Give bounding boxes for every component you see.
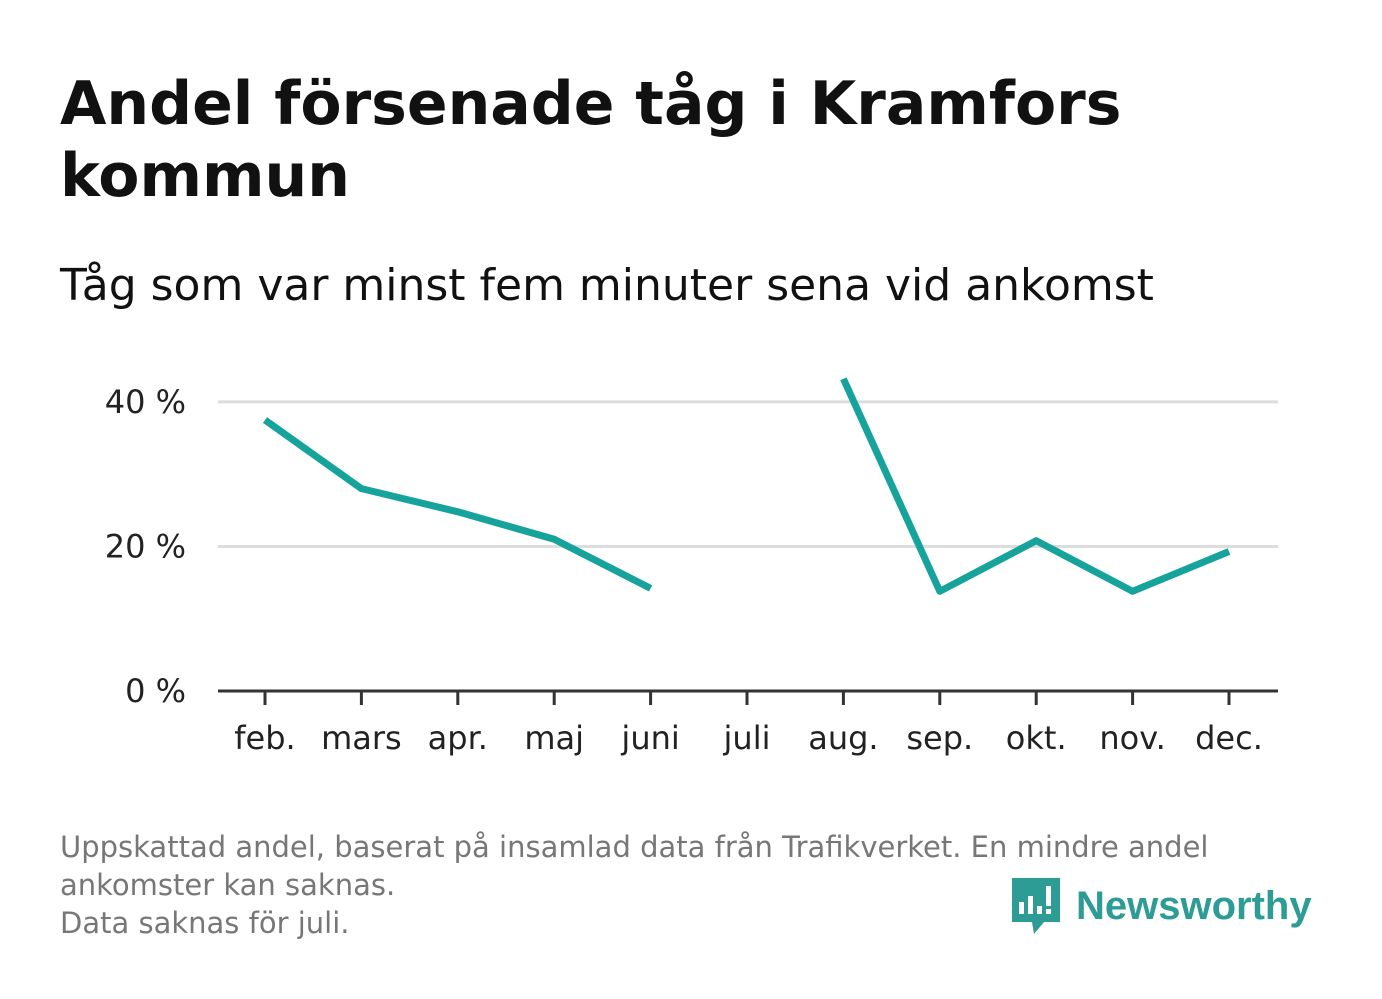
- footnote: Uppskattad andel, baserat på insamlad da…: [60, 828, 1320, 942]
- x-tick-label: juli: [723, 719, 771, 757]
- brand-name: Newsworthy: [1076, 883, 1312, 928]
- chart-subtitle: Tåg som var minst fem minuter sena vid a…: [60, 260, 1154, 311]
- x-tick-label: feb.: [234, 719, 295, 757]
- x-tick-label: maj: [524, 719, 584, 757]
- y-axis-ticks: 0 % 20 % 40 %: [105, 383, 186, 710]
- footnote-line-1: Uppskattad andel, baserat på insamlad da…: [60, 830, 1209, 864]
- x-tick-label: sep.: [906, 719, 973, 757]
- x-tick-label: nov.: [1099, 719, 1165, 757]
- series-line-segment: [840, 377, 1231, 595]
- x-tick-label: apr.: [428, 719, 488, 757]
- footnote-line-3: Data saknas för juli.: [60, 906, 350, 940]
- x-axis-ticks: feb. mars apr. maj juni juli aug. sep. okt. nov. d…: [234, 691, 1263, 757]
- x-tick-label: juni: [620, 719, 679, 757]
- y-tick-label: 0 %: [125, 672, 186, 710]
- x-tick-label: okt.: [1006, 719, 1067, 757]
- gridlines: [218, 400, 1278, 693]
- x-tick-label: mars: [321, 719, 402, 757]
- series-lines: [262, 377, 1231, 595]
- line-chart: 0 % 20 % 40 % feb. mars apr. maj juni juli aug. s…: [105, 377, 1278, 757]
- series-line-segment: [262, 417, 653, 592]
- x-tick-label: aug.: [808, 719, 878, 757]
- brand-logo: Newsworthy: [1010, 876, 1312, 936]
- y-tick-label: 20 %: [105, 527, 186, 565]
- x-tick-label: dec.: [1195, 719, 1263, 757]
- footnote-line-2: ankomster kan saknas.: [60, 868, 396, 902]
- chart-title: Andel försenade tåg i Kramfors kommun: [60, 69, 1122, 211]
- newsworthy-logo-icon: [1012, 878, 1060, 934]
- y-tick-label: 40 %: [105, 383, 186, 421]
